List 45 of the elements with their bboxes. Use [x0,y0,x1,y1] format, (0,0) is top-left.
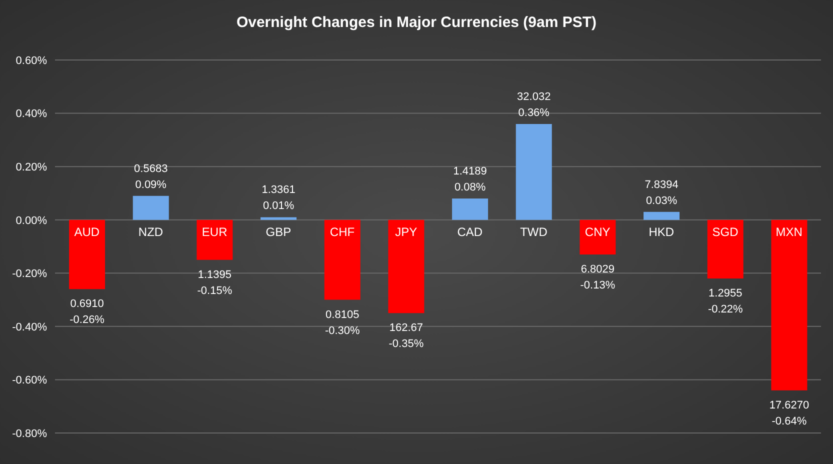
x-tick-label: JPY [395,224,418,239]
data-label: 0.8105 -0.30% [324,308,360,337]
data-label: 1.4189 0.08% [453,166,487,194]
x-tick-label: SGD [712,224,739,239]
bar [707,220,744,278]
data-label: 32.032 0.36% [517,90,551,119]
y-tick-label: -0.60% [12,374,48,387]
bar [196,220,233,260]
bar [452,198,488,220]
x-tick-label: NZD [138,224,164,239]
bar [516,124,552,220]
data-label: 7.8394 0.03% [644,178,678,207]
bar [132,196,169,220]
data-label: 0.6910 -0.26% [70,298,105,326]
data-label: 0.5683 0.09% [134,162,168,191]
data-label: 17.6270 -0.64% [769,399,810,428]
bar [388,220,424,314]
x-tick-label: AUD [74,224,100,239]
data-label: 1.3361 0.01% [262,184,296,212]
bar [580,220,616,254]
bar [644,212,680,220]
y-tick-label: 0.40% [16,108,48,120]
bar [260,217,297,220]
y-tick-label: -0.40% [12,321,48,334]
x-tick-label: CNY [584,224,610,239]
y-tick-label: -0.80% [12,428,48,440]
y-tick-label: -0.20% [12,268,48,280]
data-label: 162.67 -0.35% [388,322,424,350]
data-label: 1.1395 -0.15% [197,268,232,297]
data-label: 1.2955 -0.22% [708,287,744,316]
bar [69,220,106,290]
chart-title: Overnight Changes in Major Currencies (9am PST) [235,14,598,31]
x-tick-label: GBP [266,224,292,239]
y-tick-label: 0.20% [16,161,48,174]
y-tick-label: 0.60% [16,54,48,67]
bar [324,220,360,300]
x-tick-label: HKD [648,224,674,239]
x-tick-label: EUR [202,224,228,239]
x-tick-label: TWD [520,224,548,239]
x-tick-label: CHF [330,224,355,239]
data-label: 6.8029 -0.13% [580,263,616,292]
y-tick-label: 0.00% [16,214,48,227]
bar [771,220,808,390]
x-tick-label: CAD [457,224,483,239]
x-tick-label: MXN [776,224,802,239]
